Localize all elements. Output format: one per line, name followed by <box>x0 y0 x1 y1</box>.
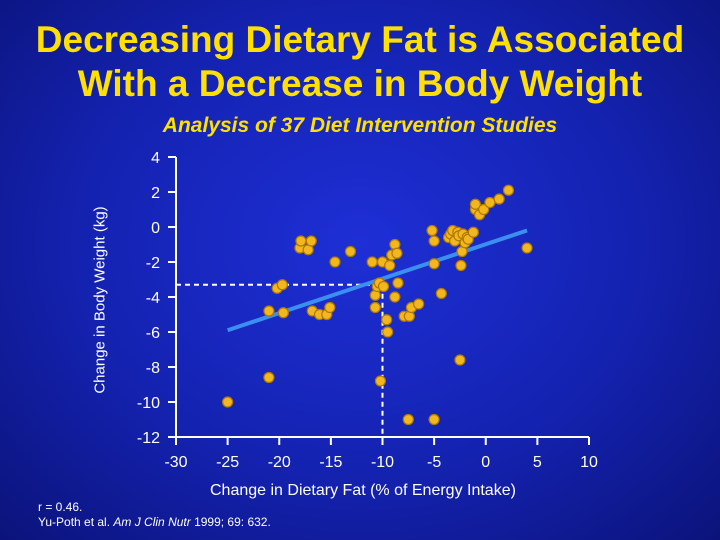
data-point <box>521 242 533 254</box>
data-point <box>381 314 393 326</box>
data-point <box>277 307 289 319</box>
data-point <box>428 258 440 270</box>
citation: Yu-Poth et al. Am J Clin Nutr 1999; 69: … <box>38 515 271 530</box>
y-tick-label: -2 <box>146 255 160 272</box>
data-point <box>329 256 341 268</box>
data-point <box>263 305 275 317</box>
x-tick-label: 5 <box>533 454 542 471</box>
data-point <box>413 298 425 310</box>
data-point <box>402 413 414 426</box>
data-point <box>324 301 336 314</box>
data-point <box>428 235 440 247</box>
data-point <box>222 396 234 408</box>
data-point <box>344 245 357 258</box>
data-point <box>389 291 401 303</box>
data-point <box>384 259 396 272</box>
data-point <box>502 184 515 196</box>
y-tick-label: -12 <box>137 430 160 447</box>
data-point <box>263 371 275 384</box>
correlation-note: r = 0.46. <box>38 500 83 514</box>
data-point <box>369 301 381 314</box>
y-tick-label: -10 <box>137 395 160 412</box>
data-point <box>295 235 307 247</box>
data-point <box>305 235 317 247</box>
data-point <box>467 226 479 238</box>
data-point <box>382 326 394 338</box>
title-line-1: Decreasing Dietary Fat is Associated <box>35 19 685 60</box>
data-point <box>374 375 387 387</box>
data-point <box>276 279 288 291</box>
data-point <box>454 354 466 366</box>
citation-authors: Yu-Poth et al. <box>38 515 114 529</box>
x-tick-label: -5 <box>427 454 441 471</box>
y-tick-label: 0 <box>151 220 160 237</box>
title-line-2: With a Decrease in Body Weight <box>77 63 643 104</box>
x-tick-label: -10 <box>371 454 394 471</box>
y-tick-label: -4 <box>146 290 160 307</box>
x-tick-label: -20 <box>268 454 291 471</box>
data-point <box>435 287 447 300</box>
data-point <box>391 247 403 259</box>
x-tick-label: 10 <box>580 454 598 471</box>
footnote: r = 0.46. Yu-Poth et al. Am J Clin Nutr … <box>38 500 271 530</box>
x-tick-label: -30 <box>164 454 187 471</box>
data-point <box>428 413 440 426</box>
x-axis-label: Change in Dietary Fat (% of Energy Intak… <box>210 482 516 499</box>
y-tick-label: -6 <box>146 325 160 342</box>
data-point <box>478 203 490 216</box>
citation-journal: Am J Clin Nutr <box>113 515 191 529</box>
x-tick-label: 0 <box>481 454 490 471</box>
chart-title: Decreasing Dietary Fat is Associated Wit… <box>0 18 720 106</box>
y-tick-label: 4 <box>151 150 160 167</box>
y-tick-label: -8 <box>146 360 160 377</box>
data-point <box>366 256 378 268</box>
x-tick-label: -25 <box>216 454 239 471</box>
data-point <box>392 277 404 289</box>
data-point <box>377 280 390 293</box>
data-point <box>455 259 467 272</box>
chart-subtitle: Analysis of 37 Diet Intervention Studies <box>162 114 558 137</box>
y-tick-label: 2 <box>151 185 160 202</box>
data-point <box>469 198 482 210</box>
x-tick-label: -15 <box>319 454 342 471</box>
citation-details: 1999; 69: 632. <box>190 515 271 529</box>
data-point <box>426 224 438 237</box>
data-point <box>493 193 505 205</box>
data-point <box>484 196 496 209</box>
